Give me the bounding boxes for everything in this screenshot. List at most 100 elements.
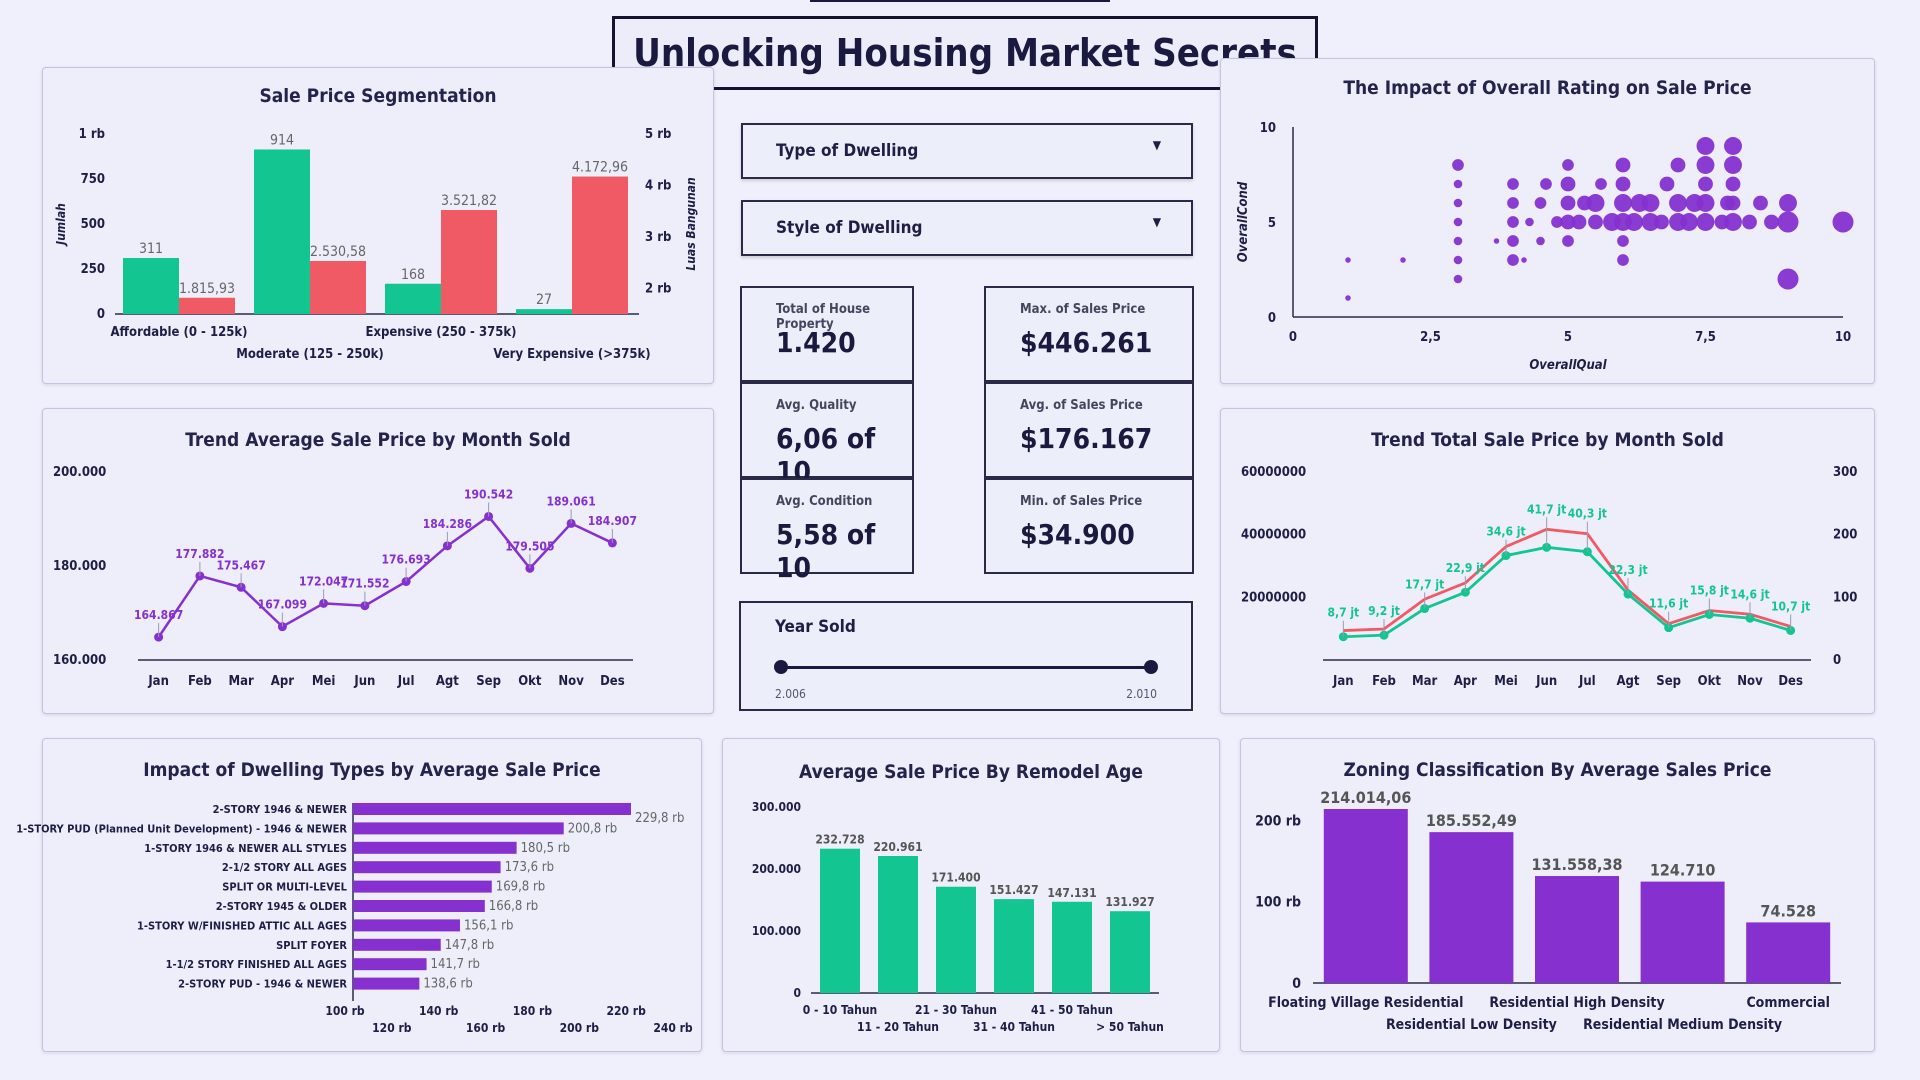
y-tick-label: 40000000 [1241,528,1306,543]
x-tick-label: 200 rb [560,1021,600,1035]
kpi-label: Max. of Sales Price [1020,302,1146,317]
data-label: 169,8 rb [496,880,545,895]
data-label: 311 [139,241,163,257]
data-label: 131.558,38 [1531,855,1622,874]
x-tick-label: Okt [1698,674,1722,689]
y-tick-label: 750 [81,172,105,187]
data-label: 175.467 [217,558,266,572]
y-tick-label: 200 rb [1255,813,1301,829]
scatter-point [1724,137,1742,155]
data-label: 2.530,58 [310,244,366,260]
data-label: 9,2 jt [1368,604,1400,618]
x-tick-label: 5 [1564,330,1572,345]
bar-luas-bangunan [179,297,235,314]
scatter-point [1659,176,1675,192]
y-tick-label: 300.000 [752,800,801,814]
x-tick-label: 160 rb [466,1021,506,1035]
kpi-label: Avg. of Sales Price [1020,398,1143,413]
slider-track[interactable] [781,666,1151,669]
scatter-point [1588,214,1603,230]
y2-tick-label: 5 rb [645,127,671,142]
scatter-point [1452,159,1464,171]
scatter-point [1507,197,1519,209]
scatter-point [1614,194,1632,212]
y-tick-label: 2-STORY PUD - 1946 & NEWER [178,978,347,991]
scatter-point [1698,176,1713,192]
bar [353,841,517,854]
type-of-dwelling-dropdown[interactable]: Type of Dwelling ▼ [741,123,1193,179]
scatter-point [1641,213,1660,231]
kpi-max-sales-price: Max. of Sales Price $446.261 [984,286,1194,382]
x-tick-label: Jul [397,674,415,689]
data-label: 17,7 jt [1405,578,1444,592]
scatter-point [1670,157,1686,173]
x-tick-label: Jun [1535,674,1557,689]
style-of-dwelling-dropdown[interactable]: Style of Dwelling ▼ [741,200,1193,256]
x-tick-label: Agt [1616,674,1639,689]
scatter-point [1534,197,1547,209]
y-tick-label: 100.000 [752,924,801,938]
x-tick-label: 21 - 30 Tahun [915,1003,997,1017]
data-label: 185.552,49 [1426,811,1517,830]
scatter-point [1507,178,1519,190]
scatter-point [1764,214,1779,230]
scatter-point [1453,255,1463,265]
chevron-down-icon[interactable]: ▼ [1152,215,1161,229]
slider-handle-start[interactable] [774,660,788,674]
chart-title: Trend Total Sale Price by Month Sold [1371,429,1724,451]
scatter-point [1507,235,1519,247]
scatter-point [1625,213,1643,231]
kpi-value: $176.167 [1020,422,1153,455]
data-label: 166,8 rb [489,899,538,914]
data-label: 138,6 rb [423,977,472,992]
y2-tick-label: 4 rb [645,178,671,193]
data-point [1704,609,1714,619]
data-point [154,632,164,642]
x-tick-label: Agt [436,674,459,689]
x-tick-label: Sep [476,674,501,689]
y-tick-label: 0 [1292,976,1301,992]
bar [353,919,460,932]
y-tick-label: 20000000 [1241,590,1306,605]
scatter-point [1453,217,1463,227]
scatter-point [1724,213,1742,231]
y-tick-label: 5 [1268,216,1276,231]
scatter-point [1453,198,1463,208]
kpi-value: 1.420 [776,326,856,359]
x-tick-label: 11 - 20 Tahun [857,1020,939,1034]
y-tick-label: 10 [1260,121,1276,136]
data-label: 232.728 [815,833,864,847]
y-axis-title: OverallCond [1236,181,1251,262]
data-label: 176.693 [382,553,431,567]
scatter-point [1779,194,1797,212]
slider-handle-end[interactable] [1144,660,1158,674]
data-label: 190.542 [464,487,513,501]
series-line [157,514,613,638]
x-tick-label: Affordable (0 - 125k) [111,325,248,340]
y-tick-label: 200.000 [53,465,106,480]
scatter-point [1560,214,1576,230]
y-tick-label: 1 rb [79,127,105,142]
y-tick-label: 1-STORY 1946 & NEWER ALL STYLES [144,842,347,855]
y-tick-label: 160.000 [53,653,106,668]
y-tick-label: 0 [793,986,801,1000]
scatter-point [1571,214,1587,230]
data-label: 147.131 [1047,886,1096,900]
data-label: 14,6 jt [1730,587,1769,601]
bar-luas-bangunan [572,176,628,314]
x-tick-label: Des [1778,674,1803,689]
chevron-down-icon[interactable]: ▼ [1152,138,1161,152]
bar [353,880,492,893]
y-tick-label: 1-STORY PUD (Planned Unit Development) -… [16,822,347,835]
scatter-point [1345,295,1351,301]
kpi-min-sales-price: Min. of Sales Price $34.900 [984,478,1194,574]
y-axis-title: Jumlah [54,203,68,247]
bar [1110,911,1150,993]
scatter-point [1615,176,1631,192]
x-tick-label: Mar [228,674,254,689]
x-tick-label: 2,5 [1420,330,1441,345]
bar-luas-bangunan [310,260,366,314]
scatter-point [1493,238,1500,244]
x-tick-label: 220 rb [606,1004,646,1018]
bar [1640,881,1725,983]
